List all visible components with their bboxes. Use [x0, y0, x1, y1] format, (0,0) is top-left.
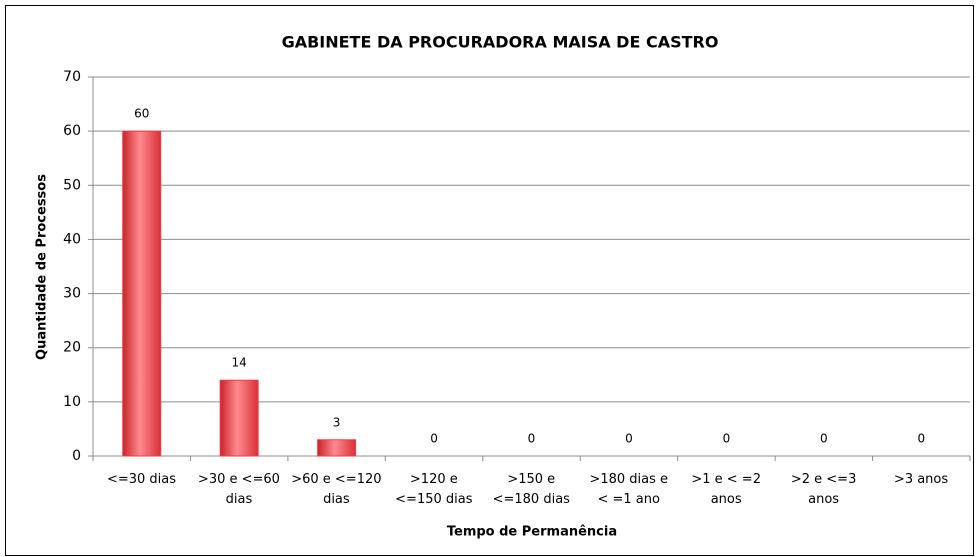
- data-label: 60: [134, 107, 149, 121]
- data-label: 0: [430, 432, 438, 446]
- x-tick-label: >150 e <=180 dias: [492, 472, 570, 507]
- x-tick-label: <=30 dias: [106, 472, 177, 487]
- y-tick-label: 70: [63, 69, 81, 85]
- x-tick-label: >3 anos: [893, 472, 949, 487]
- x-tick-label: >2 e <=3 anos: [790, 472, 857, 507]
- data-label: 0: [528, 432, 536, 446]
- y-tick-label: 20: [63, 340, 81, 356]
- bar: [219, 379, 259, 457]
- y-tick-label: 10: [63, 394, 81, 410]
- x-tick-label: >60 e <=120 dias: [291, 472, 382, 507]
- chart-title: GABINETE DA PROCURADORA MAISA DE CASTRO: [282, 33, 719, 52]
- x-axis-label: Tempo de Permanência: [447, 525, 617, 540]
- data-label: 3: [333, 415, 341, 429]
- y-tick-label: 40: [63, 231, 81, 247]
- y-tick-label: 30: [63, 286, 81, 302]
- x-tick-label: >180 dias e < =1 ano: [589, 472, 668, 507]
- bar: [317, 439, 357, 457]
- y-axis-label: Quantidade de Processos: [35, 174, 50, 360]
- data-label: 0: [625, 432, 633, 446]
- frame: [5, 5, 974, 556]
- data-label: 14: [232, 356, 247, 370]
- x-tick-label: >120 e <=150 dias: [395, 472, 473, 507]
- bar: [122, 130, 162, 457]
- x-tick-label: >30 e <=60 dias: [197, 472, 280, 507]
- y-tick-label: 50: [63, 177, 81, 193]
- x-tick-label: >1 e < =2 anos: [691, 472, 761, 507]
- y-tick-label: 0: [72, 448, 81, 464]
- data-label: 0: [820, 432, 828, 446]
- data-label: 0: [917, 432, 925, 446]
- y-tick-label: 60: [63, 123, 81, 139]
- data-label: 0: [723, 432, 731, 446]
